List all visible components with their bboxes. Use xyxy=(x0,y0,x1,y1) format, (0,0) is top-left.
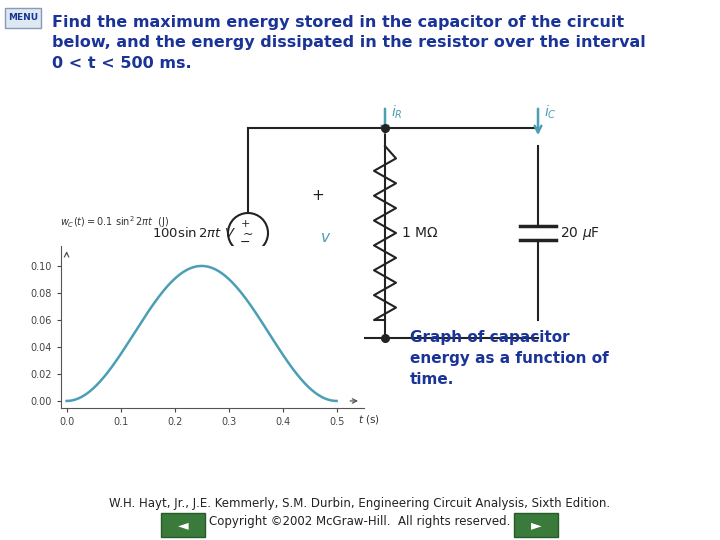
Text: ~: ~ xyxy=(243,227,253,240)
Text: Graph of capacitor
energy as a function of
time.: Graph of capacitor energy as a function … xyxy=(410,330,608,387)
FancyBboxPatch shape xyxy=(5,8,41,28)
Text: MENU: MENU xyxy=(8,14,38,23)
Text: W.H. Hayt, Jr., J.E. Kemmerly, S.M. Durbin, Engineering Circuit Analysis, Sixth : W.H. Hayt, Jr., J.E. Kemmerly, S.M. Durb… xyxy=(109,497,611,510)
FancyBboxPatch shape xyxy=(161,513,205,537)
Text: −: − xyxy=(311,266,325,284)
FancyBboxPatch shape xyxy=(514,513,558,537)
Text: $i_C$: $i_C$ xyxy=(544,104,557,122)
Text: Copyright ©2002 McGraw-Hill.  All rights reserved.: Copyright ©2002 McGraw-Hill. All rights … xyxy=(210,515,510,528)
Text: ►: ► xyxy=(531,518,541,532)
Text: +: + xyxy=(312,187,325,202)
Text: $100\sin 2\pi t$ V: $100\sin 2\pi t$ V xyxy=(152,226,236,240)
Text: $i_R$: $i_R$ xyxy=(391,104,402,122)
Text: Find the maximum energy stored in the capacitor of the circuit
below, and the en: Find the maximum energy stored in the ca… xyxy=(52,15,646,71)
Text: $t\ \mathrm{(s)}$: $t\ \mathrm{(s)}$ xyxy=(359,413,380,426)
Text: −: − xyxy=(240,235,251,248)
Text: $v$: $v$ xyxy=(320,231,332,246)
Text: ◄: ◄ xyxy=(178,518,189,532)
Text: +: + xyxy=(240,219,250,229)
Text: $20\ \mu\mathrm{F}$: $20\ \mu\mathrm{F}$ xyxy=(560,225,600,241)
Text: $1\ \mathrm{M\Omega}$: $1\ \mathrm{M\Omega}$ xyxy=(401,226,438,240)
Text: $w_C(t) = 0.1\ \sin^2 2\pi t\ \ \mathrm{(J)}$: $w_C(t) = 0.1\ \sin^2 2\pi t\ \ \mathrm{… xyxy=(60,214,169,230)
